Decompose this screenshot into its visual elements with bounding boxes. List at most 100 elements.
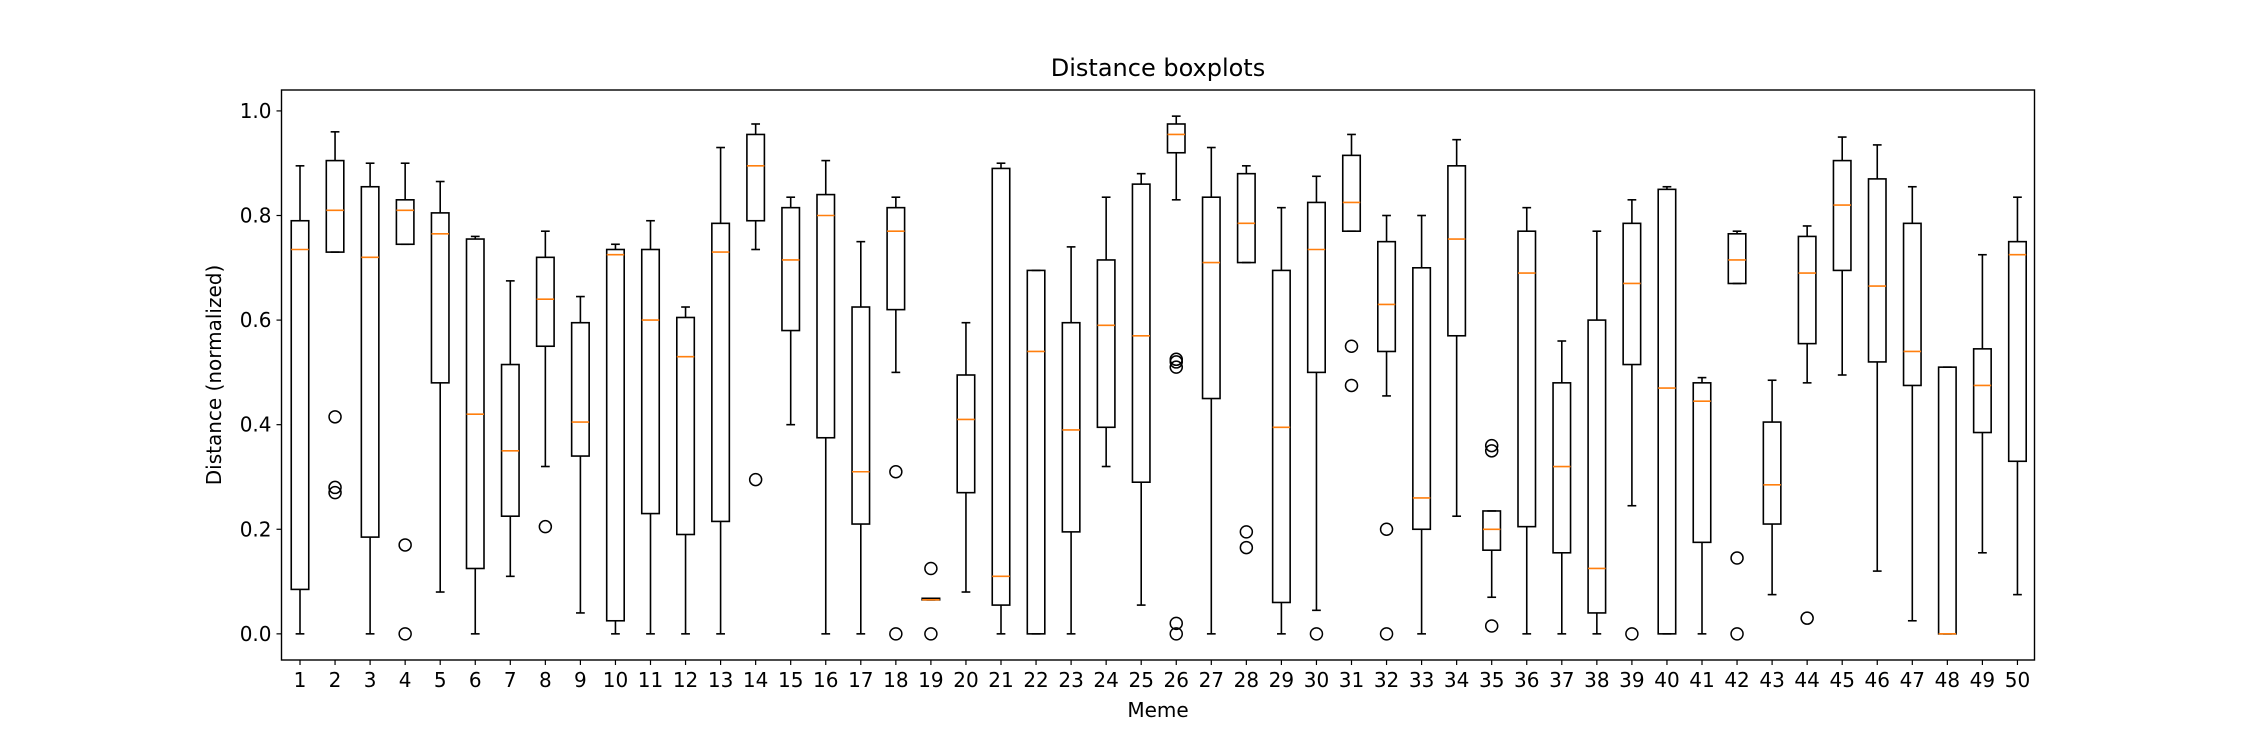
x-tick-label: 21 bbox=[988, 668, 1013, 692]
box-iqr bbox=[1061, 321, 1081, 533]
box-group-5 bbox=[430, 180, 450, 593]
outlier-point bbox=[1730, 627, 1744, 641]
box-iqr bbox=[1377, 240, 1397, 353]
box-iqr bbox=[1447, 165, 1467, 337]
x-tick-label: 9 bbox=[574, 668, 587, 692]
x-tick-label: 38 bbox=[1584, 668, 1609, 692]
box-iqr bbox=[535, 256, 555, 348]
box-group-50 bbox=[2007, 196, 2027, 596]
x-tick-label: 35 bbox=[1479, 668, 1504, 692]
x-tick-label: 15 bbox=[778, 668, 803, 692]
box-iqr bbox=[1131, 183, 1151, 484]
box-group-43 bbox=[1762, 379, 1782, 596]
x-tick-label: 36 bbox=[1514, 668, 1539, 692]
outlier-point bbox=[1309, 627, 1324, 641]
box-group-31 bbox=[1341, 133, 1362, 393]
outlier-point bbox=[1344, 339, 1359, 353]
outlier-point bbox=[1344, 378, 1359, 393]
outlier-point bbox=[889, 627, 903, 641]
box-iqr bbox=[956, 374, 976, 494]
box-group-35 bbox=[1482, 438, 1502, 633]
box-group-28 bbox=[1236, 165, 1256, 555]
x-tick-label: 13 bbox=[708, 668, 733, 692]
x-tick-label: 40 bbox=[1654, 668, 1679, 692]
x-tick-label: 20 bbox=[953, 668, 978, 692]
outlier-point bbox=[889, 464, 903, 479]
x-tick-label: 39 bbox=[1619, 668, 1644, 692]
box-iqr bbox=[290, 219, 310, 591]
box-iqr bbox=[605, 248, 626, 622]
box-iqr bbox=[1902, 222, 1922, 387]
x-tick-label: 4 bbox=[399, 668, 412, 692]
outlier-point bbox=[398, 627, 412, 641]
box-iqr bbox=[1166, 123, 1186, 154]
box-group-18 bbox=[886, 196, 906, 641]
outlier-point bbox=[1625, 627, 1639, 641]
box-iqr bbox=[851, 306, 871, 525]
outlier-point bbox=[538, 519, 553, 534]
box-group-21 bbox=[991, 162, 1011, 635]
outlier-point bbox=[1169, 360, 1183, 374]
y-tick-label: 1.0 bbox=[240, 99, 272, 123]
outlier-point bbox=[398, 538, 412, 552]
x-tick-label: 32 bbox=[1374, 668, 1399, 692]
box-iqr bbox=[991, 167, 1011, 606]
plot-area bbox=[290, 115, 2027, 641]
x-tick-label: 37 bbox=[1549, 668, 1574, 692]
y-axis: 0.0 0.2 0.4 0.6 0.8 1.0 bbox=[240, 99, 282, 646]
box-iqr bbox=[1552, 382, 1572, 554]
box-iqr bbox=[816, 193, 836, 439]
box-group-1 bbox=[290, 165, 310, 635]
box-group-13 bbox=[711, 146, 731, 635]
box-iqr bbox=[1026, 269, 1046, 635]
x-tick-label: 8 bbox=[539, 668, 552, 692]
x-tick-label: 46 bbox=[1865, 668, 1890, 692]
box-group-40 bbox=[1657, 185, 1677, 635]
box-group-38 bbox=[1587, 230, 1607, 635]
outlier-point bbox=[1730, 551, 1744, 565]
box-iqr bbox=[1972, 348, 1992, 434]
x-tick-label: 31 bbox=[1339, 668, 1364, 692]
box-group-14 bbox=[746, 123, 766, 487]
box-group-26 bbox=[1166, 115, 1186, 641]
x-tick-label: 7 bbox=[504, 668, 517, 692]
box-group-11 bbox=[640, 219, 661, 635]
plot-frame bbox=[280, 89, 2036, 661]
box-iqr bbox=[1762, 421, 1782, 525]
outlier-point bbox=[1800, 611, 1814, 625]
outlier-point bbox=[1484, 444, 1499, 458]
box-iqr bbox=[1692, 382, 1712, 544]
box-iqr bbox=[1832, 159, 1852, 272]
box-group-45 bbox=[1832, 136, 1852, 376]
x-tick-label: 10 bbox=[603, 668, 628, 692]
outlier-point bbox=[1239, 540, 1254, 555]
box-group-8 bbox=[535, 230, 555, 534]
outlier-point bbox=[328, 480, 342, 495]
outlier-point bbox=[1169, 355, 1183, 369]
box-iqr bbox=[360, 185, 380, 538]
box-group-10 bbox=[605, 243, 626, 635]
box-group-42 bbox=[1727, 230, 1747, 641]
chart-title: Distance boxplots bbox=[1051, 54, 1265, 82]
box-iqr bbox=[1341, 154, 1362, 232]
box-iqr bbox=[781, 206, 801, 332]
box-group-9 bbox=[570, 295, 590, 614]
box-group-29 bbox=[1271, 206, 1291, 635]
y-tick-label: 0.6 bbox=[240, 308, 272, 332]
box-group-44 bbox=[1797, 225, 1817, 625]
box-group-3 bbox=[360, 162, 380, 635]
x-tick-label: 18 bbox=[883, 668, 908, 692]
y-tick-label: 0.2 bbox=[240, 517, 272, 541]
box-iqr bbox=[395, 199, 415, 246]
box-group-27 bbox=[1201, 146, 1221, 635]
box-iqr bbox=[325, 159, 345, 253]
box-iqr bbox=[1657, 188, 1677, 635]
x-tick-label: 12 bbox=[673, 668, 698, 692]
box-iqr bbox=[746, 133, 766, 222]
outlier-point bbox=[1484, 438, 1499, 453]
box-iqr bbox=[1867, 178, 1887, 363]
x-tick-label: 3 bbox=[364, 668, 377, 692]
outlier-point bbox=[924, 561, 938, 576]
box-iqr bbox=[1236, 172, 1256, 264]
